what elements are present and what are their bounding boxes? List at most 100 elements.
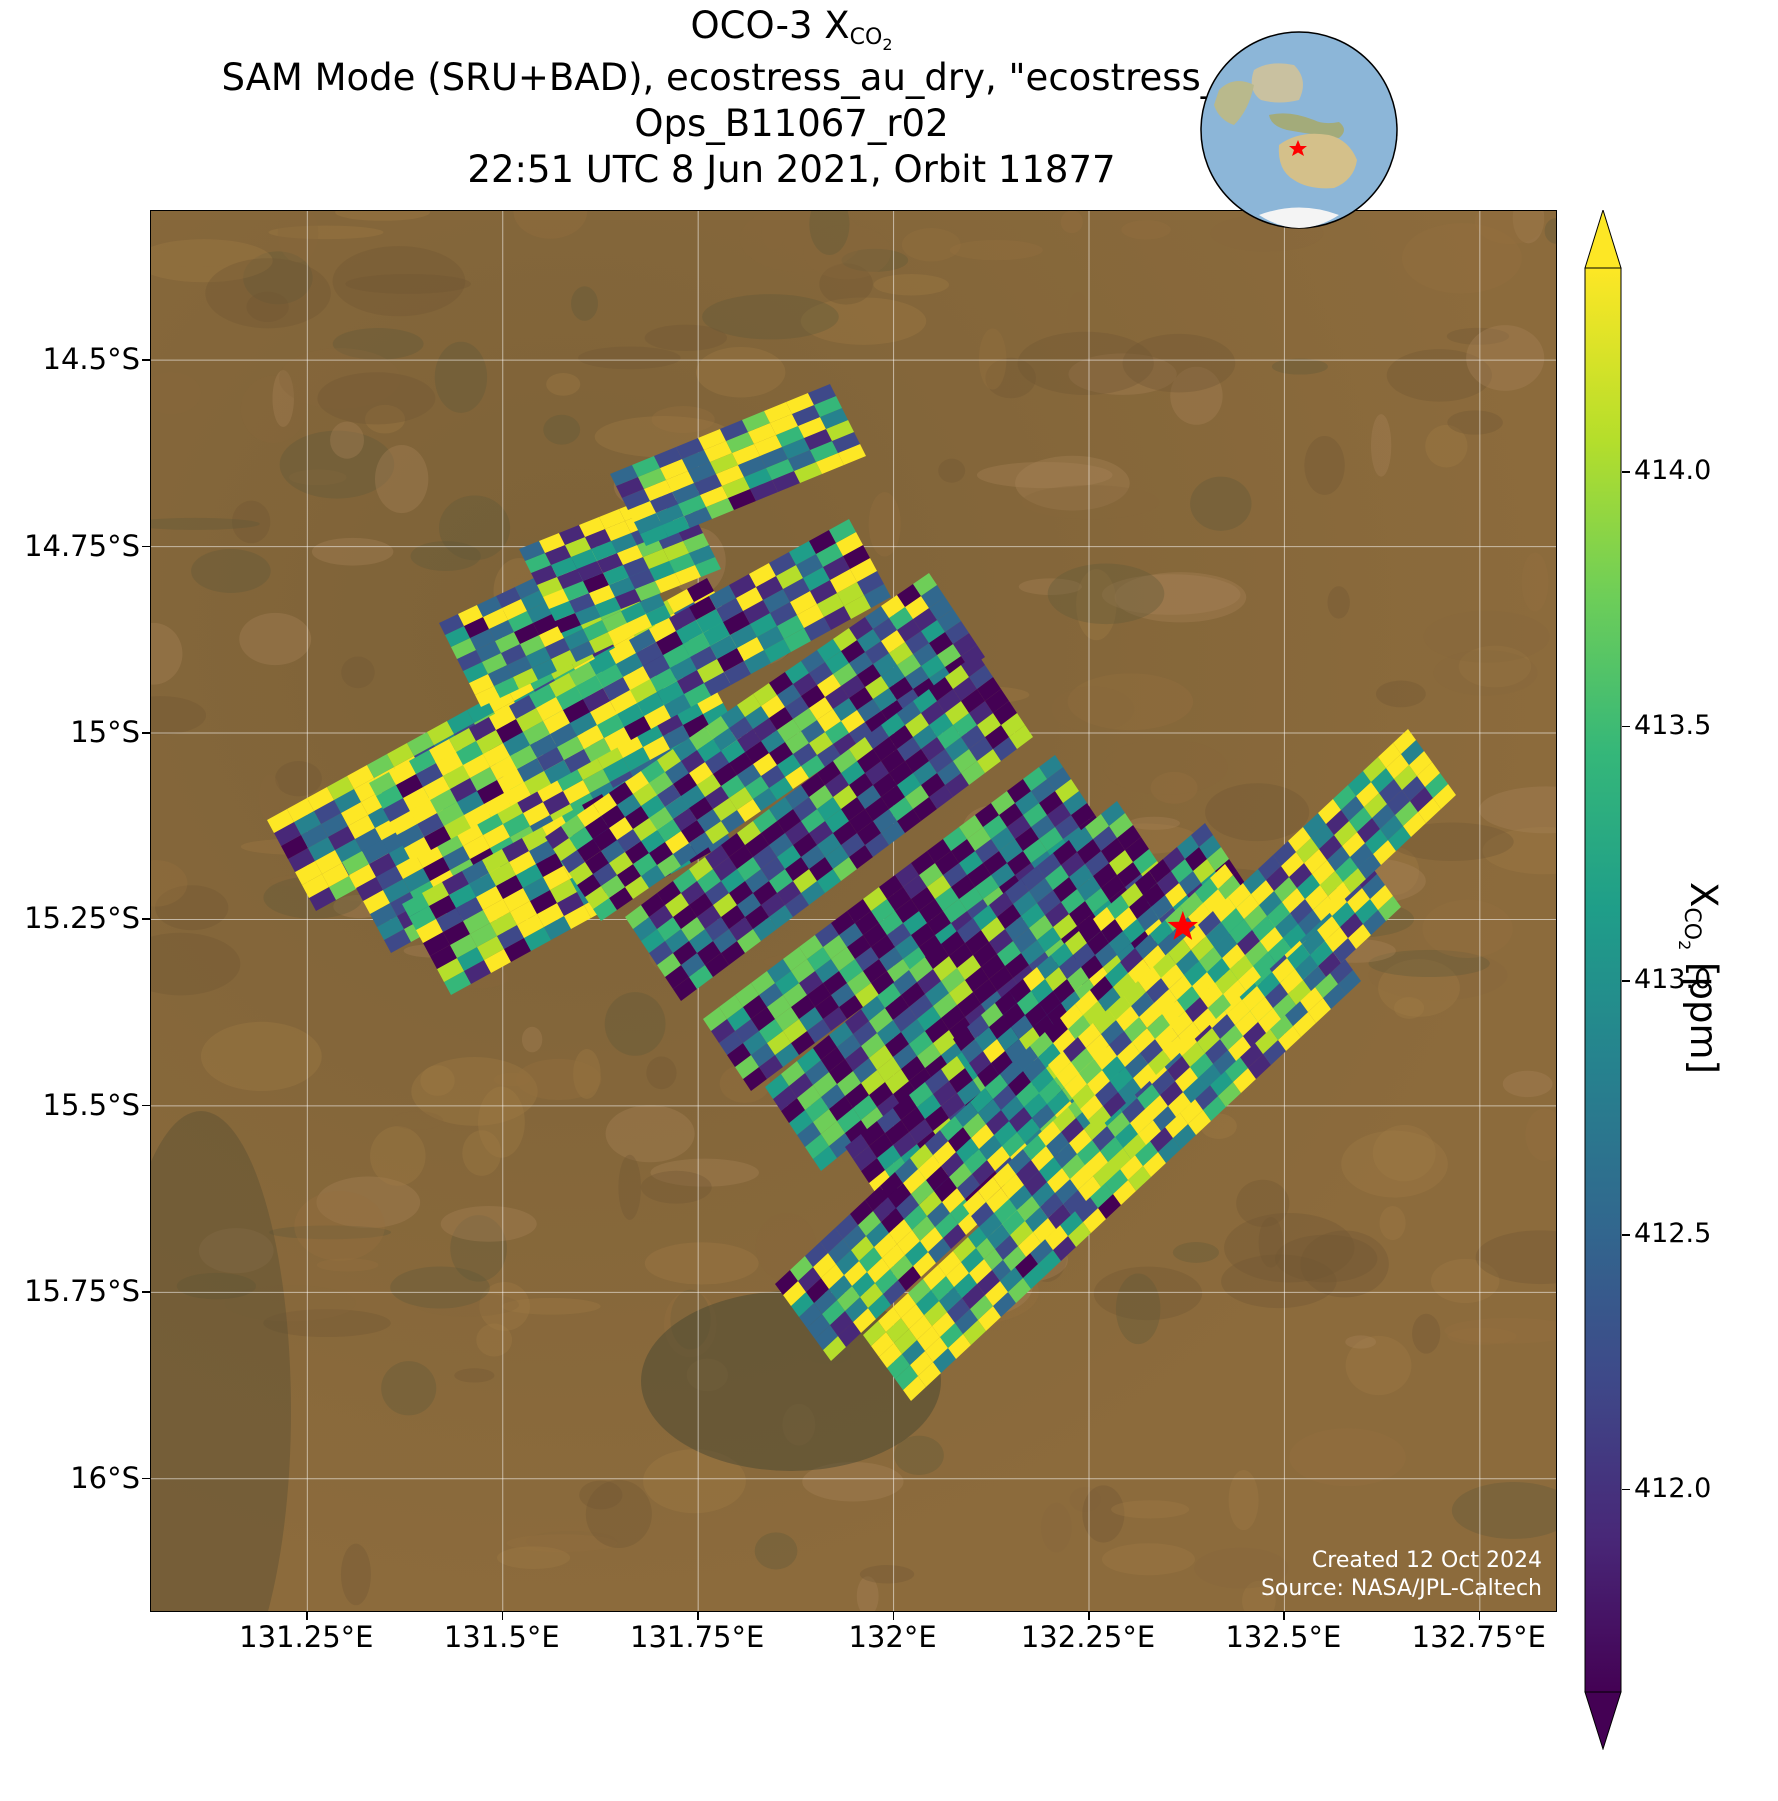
sounding-pixel <box>912 1216 935 1241</box>
sounding-pixel <box>1009 1185 1032 1210</box>
lon-tick-label: 132.25°E <box>1020 1620 1156 1654</box>
sounding-pixel <box>863 923 887 947</box>
sounding-pixel <box>878 1307 901 1332</box>
sounding-pixel <box>863 959 887 983</box>
sounding-pixel <box>1054 1143 1077 1168</box>
sounding-pixel <box>551 557 577 577</box>
terrain-patch <box>1458 645 1532 688</box>
sounding-pixel <box>463 835 490 859</box>
sounding-pixel <box>1177 986 1200 1011</box>
colorbar-tick-label: 413.0 <box>1634 964 1712 995</box>
terrain-patch <box>1224 1212 1355 1283</box>
sounding-pixel <box>737 893 761 917</box>
sounding-pixel <box>1030 1032 1053 1057</box>
sounding-pixel <box>1005 879 1029 904</box>
sounding-pixel <box>941 1005 965 1030</box>
sounding-pixel <box>1280 969 1303 994</box>
sounding-pixel <box>761 730 785 753</box>
terrain-patch <box>1386 349 1493 402</box>
sounding-pixel <box>683 714 710 738</box>
sounding-pixel <box>849 617 873 640</box>
sounding-pixel <box>697 905 721 929</box>
sounding-pixel <box>1332 902 1355 927</box>
sounding-pixel <box>991 791 1015 815</box>
sounding-pixel <box>1378 896 1401 921</box>
sounding-pixel <box>545 826 569 849</box>
sounding-pixel <box>1033 1218 1056 1243</box>
sounding-pixel <box>704 672 731 696</box>
sounding-pixel <box>881 665 905 688</box>
sounding-pixel <box>977 677 1001 701</box>
sounding-pixel <box>826 420 854 441</box>
sounding-pixel <box>410 800 437 824</box>
sounding-pixel <box>1154 989 1177 1014</box>
sounding-pixel <box>911 923 935 947</box>
sounding-pixel <box>985 725 1009 749</box>
sounding-pixel <box>436 752 463 776</box>
terrain-patch <box>1018 578 1082 595</box>
sounding-pixel <box>1085 851 1109 876</box>
sounding-pixel <box>987 1146 1010 1171</box>
sounding-pixel <box>1132 1028 1155 1053</box>
sounding-pixel <box>983 1039 1005 1063</box>
sounding-pixel <box>430 789 457 813</box>
sounding-pixel <box>1133 849 1157 874</box>
sounding-pixel <box>703 703 730 727</box>
sounding-pixel <box>477 780 504 804</box>
sounding-pixel <box>883 1280 906 1305</box>
sounding-pixel <box>865 641 889 664</box>
sounding-pixel <box>910 1351 933 1376</box>
sounding-pixel <box>610 465 638 486</box>
sounding-pixel <box>565 537 591 557</box>
sounding-pixel <box>641 760 665 783</box>
sounding-pixel <box>833 857 857 881</box>
sounding-pixel <box>1109 850 1133 875</box>
sounding-pixel <box>791 1292 814 1317</box>
sounding-pixel <box>941 1152 964 1177</box>
sounding-pixel <box>315 850 342 874</box>
sounding-pixel <box>545 545 571 565</box>
sounding-pixel <box>841 833 865 857</box>
sounding-pixel <box>705 953 729 977</box>
sounding-pixel <box>376 785 403 809</box>
sounding-pixel <box>687 578 714 602</box>
sounding-pixel <box>697 941 721 965</box>
sounding-pixel <box>849 687 873 710</box>
lon-tick-label: 132.75°E <box>1411 1620 1546 1654</box>
sounding-pixel <box>849 845 873 869</box>
sounding-pixel <box>853 1308 876 1333</box>
colorbar-extend-min <box>1584 1691 1622 1750</box>
sounding-pixel <box>777 809 801 833</box>
sounding-pixel <box>1240 1043 1263 1068</box>
sounding-pixel <box>663 644 690 668</box>
sounding-pixel <box>986 1110 1009 1135</box>
terrain-patch <box>263 1309 391 1338</box>
sounding-pixel <box>516 708 543 732</box>
terrain-patch <box>644 324 728 351</box>
sounding-pixel <box>1033 1015 1055 1039</box>
sounding-pixel <box>987 1224 1010 1249</box>
sounding-pixel <box>845 1297 868 1322</box>
sounding-pixel <box>1085 888 1109 913</box>
sounding-pixel <box>1053 1236 1076 1261</box>
sounding-pixel <box>861 1070 885 1095</box>
sounding-pixel <box>682 450 710 471</box>
sounding-pixel <box>583 573 609 593</box>
sounding-pixel <box>967 863 991 887</box>
sounding-pixel <box>939 1287 962 1312</box>
sounding-pixel <box>1007 815 1031 839</box>
terrain-patch <box>332 328 424 360</box>
sounding-pixel <box>865 797 889 821</box>
sounding-pixel <box>841 761 865 785</box>
sounding-pixel <box>1048 1204 1071 1229</box>
sounding-pixel <box>927 1202 950 1227</box>
sounding-pixel <box>697 659 724 683</box>
sounding-pixel <box>549 601 575 621</box>
sounding-pixel <box>556 686 583 710</box>
sounding-pixel <box>1151 895 1173 919</box>
lat-tick-label: 14.75°S <box>24 528 140 563</box>
sounding-pixel <box>1045 967 1067 991</box>
sounding-pixel <box>1198 911 1221 936</box>
sounding-pixel <box>543 791 570 815</box>
sounding-pixel <box>793 708 817 731</box>
